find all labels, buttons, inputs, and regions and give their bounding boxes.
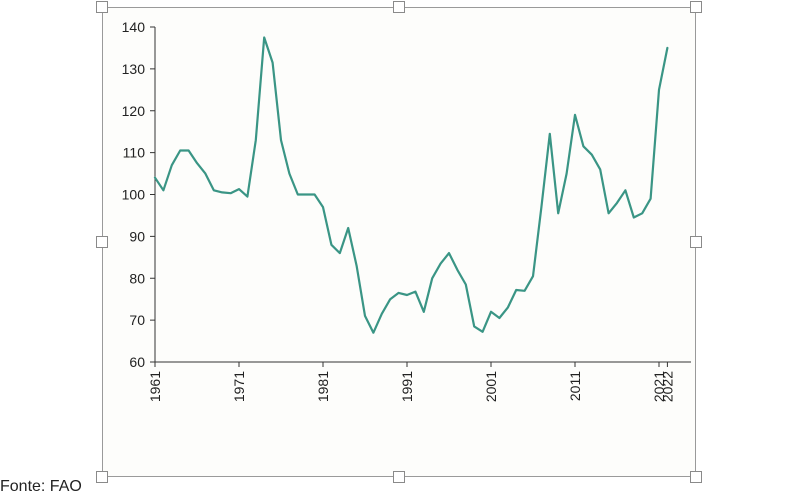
resize-handle-bottom-left[interactable] — [96, 471, 108, 483]
y-tick-label: 130 — [122, 61, 146, 77]
resize-handle-top-right[interactable] — [690, 1, 702, 13]
y-tick-label: 60 — [129, 354, 145, 370]
resize-handle-top-left[interactable] — [96, 1, 108, 13]
x-tick-label: 2022 — [659, 371, 675, 402]
y-ticks: 60 70 80 90 100 110 120 130 140 — [122, 19, 155, 370]
source-note: Fonte: FAO — [0, 478, 82, 495]
chart-frame[interactable]: 60 70 80 90 100 110 120 130 140 1961 1971 1981 1991… — [102, 7, 696, 477]
x-tick-label: 1991 — [399, 371, 415, 402]
y-tick-label: 100 — [122, 187, 146, 203]
y-tick-label: 110 — [123, 145, 146, 161]
resize-handle-middle-right[interactable] — [690, 236, 702, 248]
x-tick-label: 1981 — [315, 371, 331, 402]
x-tick-label: 2021 — [651, 371, 667, 402]
y-tick-label: 140 — [122, 19, 146, 35]
resize-handle-bottom-center[interactable] — [393, 471, 405, 483]
y-tick-label: 90 — [129, 228, 145, 244]
y-tick-label: 70 — [129, 312, 145, 328]
resize-handle-top-center[interactable] — [393, 1, 405, 13]
resize-handle-middle-left[interactable] — [96, 236, 108, 248]
series-line — [153, 36, 669, 334]
x-tick-label: 1971 — [231, 371, 247, 402]
y-tick-label: 120 — [122, 103, 146, 119]
x-tick-label: 2001 — [483, 371, 499, 402]
y-tick-label: 80 — [129, 270, 145, 286]
x-tick-label: 2011 — [567, 371, 583, 401]
resize-handle-bottom-right[interactable] — [690, 471, 702, 483]
x-tick-label: 1961 — [147, 371, 163, 402]
line-chart: 60 70 80 90 100 110 120 130 140 1961 1971 1981 1991… — [122, 19, 691, 402]
